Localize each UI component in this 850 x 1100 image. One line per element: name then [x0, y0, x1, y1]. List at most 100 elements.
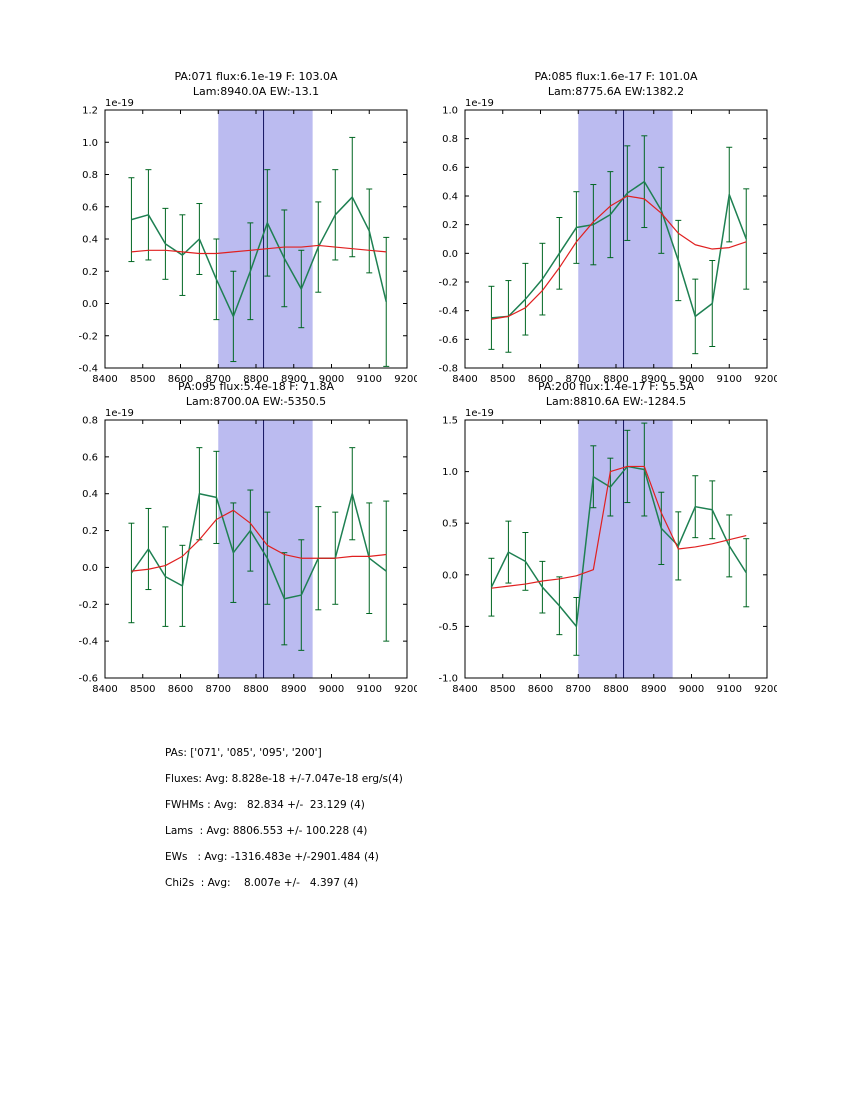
y-tick-label: -1.0 [438, 674, 458, 685]
x-tick-label: 9200 [754, 374, 777, 385]
stats-line-fluxes: Fluxes: Avg: 8.828e-18 +/-7.047e-18 erg/… [165, 773, 403, 785]
data-series-line [130, 492, 387, 600]
x-tick-label: 8800 [243, 374, 268, 385]
y-tick-label: 1.5 [442, 416, 458, 427]
x-tick-label: 8700 [206, 684, 231, 695]
y-tick-label: 0.4 [82, 489, 98, 500]
model-fit-line [491, 465, 747, 589]
y-tick-label: 0.5 [442, 519, 458, 530]
tick-labels: 8400 8500 8600 8700 8800 8900 9000 9100 9200 -0.8… [438, 106, 777, 386]
axis-offset-label: 1e-19 [105, 408, 134, 419]
y-tick-label: 1.2 [82, 106, 98, 117]
x-tick-label: 8400 [452, 684, 477, 695]
x-tick-label: 8400 [92, 374, 117, 385]
x-tick-label: 8900 [281, 374, 306, 385]
stats-line-pas: PAs: ['071', '085', '095', '200'] [165, 747, 322, 759]
tick-marks [464, 419, 768, 679]
y-tick-label: 1.0 [82, 138, 98, 149]
y-tick-label: 0.6 [442, 163, 458, 174]
x-tick-label: 9000 [319, 684, 344, 695]
shaded-band [218, 420, 313, 678]
model-fit-line [131, 509, 387, 572]
x-tick-label: 8500 [130, 684, 155, 695]
subplot-title-line1: PA:071 flux:6.1e-19 F: 103.0A [174, 70, 338, 83]
x-tick-label: 9100 [357, 374, 382, 385]
y-tick-label: -0.2 [78, 331, 98, 342]
tick-marks [464, 109, 768, 369]
spectrum-plot: 8400 8500 8600 8700 8800 8900 9000 9100 9200 -0.6… [78, 408, 417, 696]
x-tick-label: 8600 [528, 374, 553, 385]
y-tick-label: -0.5 [438, 622, 458, 633]
subplot-pa095: PA:095 flux:5.4e-18 F: 71.8A Lam:8700.0A… [47, 380, 417, 710]
tick-marks [104, 419, 408, 679]
y-tick-label: 1.0 [442, 106, 458, 117]
x-tick-label: 8900 [641, 374, 666, 385]
spectrum-plot: 8400 8500 8600 8700 8800 8900 9000 9100 9200 -0.4… [78, 98, 417, 386]
data-series-line [491, 180, 747, 319]
x-tick-label: 8500 [490, 374, 515, 385]
x-tick-label: 9200 [394, 684, 417, 695]
y-tick-label: -0.8 [438, 364, 458, 375]
x-tick-label: 8800 [243, 684, 268, 695]
shaded-band [218, 110, 313, 368]
subplot-pa200: PA:200 flux:1.4e-17 F: 55.5A Lam:8810.6A… [407, 380, 777, 710]
stats-line-lams: Lams : Avg: 8806.553 +/- 100.228 (4) [165, 825, 368, 837]
y-tick-label: -0.6 [438, 335, 458, 346]
x-tick-label: 8700 [566, 684, 591, 695]
tick-marks [104, 109, 408, 369]
subplot-pa071: PA:071 flux:6.1e-19 F: 103.0A Lam:8940.0… [47, 70, 417, 400]
stats-line-ews: EWs : Avg: -1316.483e +/-2901.484 (4) [165, 851, 379, 863]
data-series-line [490, 465, 747, 628]
axis-offset-label: 1e-19 [465, 98, 494, 109]
stats-line-fwhms: FWHMs : Avg: 82.834 +/- 23.129 (4) [165, 799, 365, 811]
stats-line-chi2s: Chi2s : Avg: 8.007e +/- 4.397 (4) [165, 877, 359, 889]
data-series-line [131, 196, 387, 318]
y-tick-label: 0.2 [442, 220, 458, 231]
x-tick-label: 8500 [490, 684, 515, 695]
y-tick-label: -0.4 [78, 364, 98, 375]
x-tick-label: 8600 [528, 684, 553, 695]
subplot-title-line1: PA:095 flux:5.4e-18 F: 71.8A [178, 380, 334, 393]
subplot-title-line2: Lam:8775.6A EW:1382.2 [547, 85, 685, 98]
spectrum-plot: 8400 8500 8600 8700 8800 8900 9000 9100 9200 -1.0… [438, 408, 777, 695]
y-tick-label: 0.8 [82, 416, 98, 427]
x-tick-label: 9100 [717, 374, 742, 385]
y-tick-label: 0.8 [82, 170, 98, 181]
subplot-title-line2: Lam:8940.0A EW:-13.1 [192, 85, 320, 98]
y-tick-label: -0.6 [78, 674, 98, 685]
y-tick-label: 0.6 [82, 202, 98, 213]
y-tick-label: 0.2 [82, 267, 98, 278]
y-tick-label: 0.0 [442, 249, 458, 260]
x-tick-label: 8600 [168, 684, 193, 695]
x-tick-label: 9200 [394, 374, 417, 385]
x-tick-label: 9000 [679, 684, 704, 695]
x-tick-label: 8800 [603, 374, 628, 385]
y-tick-label: 0.4 [82, 235, 98, 246]
y-tick-label: 0.8 [442, 134, 458, 145]
y-tick-label: 0.0 [82, 563, 98, 574]
y-tick-label: 0.6 [82, 452, 98, 463]
spectrum-plot: 8400 8500 8600 8700 8800 8900 9000 9100 9200 -0.8… [438, 98, 777, 386]
x-tick-label: 9100 [357, 684, 382, 695]
x-tick-label: 8900 [641, 684, 666, 695]
x-tick-label: 9000 [679, 374, 704, 385]
x-tick-label: 8400 [452, 374, 477, 385]
shaded-band [578, 420, 673, 678]
x-tick-label: 8700 [206, 374, 231, 385]
y-tick-label: -0.4 [438, 306, 458, 317]
y-tick-label: -0.2 [438, 278, 458, 289]
tick-labels: 8400 8500 8600 8700 8800 8900 9000 9100 9200 -0.6… [78, 416, 417, 696]
tick-labels: 8400 8500 8600 8700 8800 8900 9000 9100 9200 -0.4… [78, 106, 417, 386]
y-tick-label: -0.2 [78, 600, 98, 611]
y-tick-label: 0.0 [442, 570, 458, 581]
y-tick-label: 0.0 [82, 299, 98, 310]
x-tick-label: 8600 [168, 374, 193, 385]
y-tick-label: 1.0 [442, 467, 458, 478]
x-tick-label: 9200 [754, 684, 777, 695]
subplot-title-line2: Lam:8700.0A EW:-5350.5 [185, 395, 327, 408]
summary-stats-block: PAs: ['071', '085', '095', '200'] Fluxes… [165, 740, 403, 896]
model-fit-line [491, 195, 747, 320]
x-tick-label: 8400 [92, 684, 117, 695]
x-tick-label: 8500 [130, 374, 155, 385]
